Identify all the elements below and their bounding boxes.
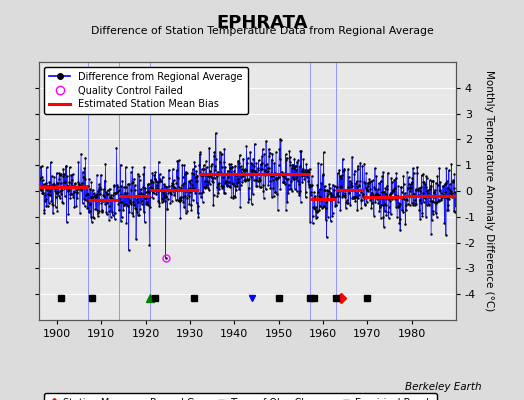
Y-axis label: Monthly Temperature Anomaly Difference (°C): Monthly Temperature Anomaly Difference (… bbox=[484, 70, 494, 312]
Text: Difference of Station Temperature Data from Regional Average: Difference of Station Temperature Data f… bbox=[91, 26, 433, 36]
Text: EPHRATA: EPHRATA bbox=[216, 14, 308, 32]
Legend: Station Move, Record Gap, Time of Obs. Change, Empirical Break: Station Move, Record Gap, Time of Obs. C… bbox=[44, 394, 436, 400]
Text: Berkeley Earth: Berkeley Earth bbox=[406, 382, 482, 392]
